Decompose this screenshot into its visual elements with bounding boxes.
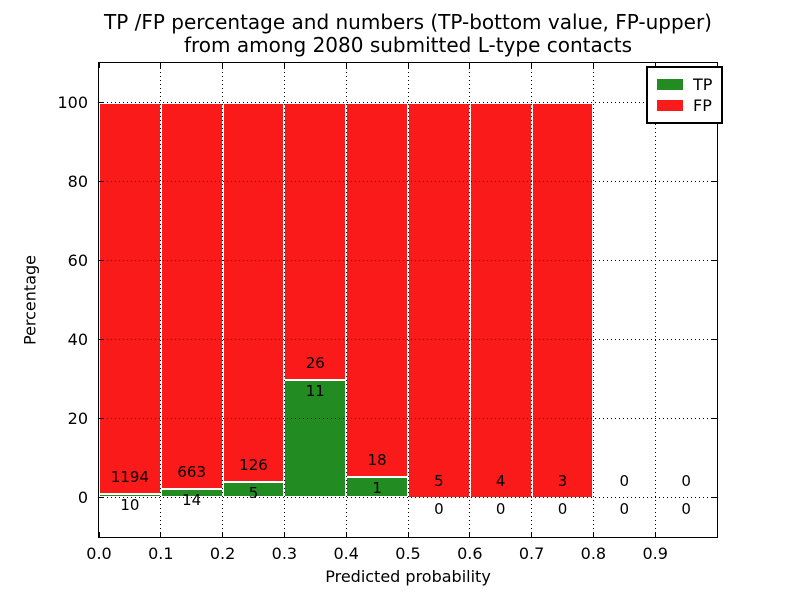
y-tick-mark bbox=[712, 497, 717, 498]
fp-bar-segment bbox=[469, 102, 532, 498]
x-tick-label: 0.9 bbox=[642, 544, 668, 563]
y-tick-mark bbox=[712, 181, 717, 182]
tp-count-label: 10 bbox=[120, 496, 140, 515]
x-tick-mark bbox=[160, 532, 162, 537]
y-tick-mark bbox=[712, 418, 717, 419]
x-tick-mark bbox=[469, 63, 471, 68]
y-tick-mark bbox=[99, 102, 104, 103]
x-tick-mark bbox=[654, 63, 656, 68]
x-tick-mark bbox=[283, 532, 285, 537]
fp-count-label: 4 bbox=[495, 471, 506, 490]
x-tick-label: 0.3 bbox=[271, 544, 298, 563]
y-tick-mark bbox=[712, 260, 717, 261]
x-tick-mark bbox=[592, 532, 594, 537]
y-tick-mark bbox=[712, 339, 717, 340]
y-tick-label: 60 bbox=[67, 250, 88, 270]
x-tick-mark bbox=[98, 532, 100, 537]
fp-count-label: 126 bbox=[239, 456, 268, 475]
fp-bar-segment bbox=[99, 102, 161, 495]
y-tick-label: 40 bbox=[67, 329, 88, 349]
y-tick-label: 80 bbox=[67, 171, 88, 191]
x-tick-mark bbox=[531, 63, 533, 68]
x-tick-mark bbox=[407, 532, 409, 537]
y-tick-mark bbox=[99, 418, 104, 419]
legend-item: TP bbox=[657, 76, 712, 93]
tp-count-label: 0 bbox=[495, 499, 506, 518]
tp-count-label: 0 bbox=[557, 499, 568, 518]
x-tick-mark bbox=[222, 532, 224, 537]
v-gridline bbox=[345, 63, 347, 537]
x-tick-label: 0.0 bbox=[86, 544, 112, 563]
legend-swatch-tp bbox=[657, 79, 683, 90]
fp-bar-segment bbox=[408, 102, 470, 498]
y-tick-label: 100 bbox=[57, 92, 88, 112]
y-tick-mark bbox=[99, 339, 104, 340]
v-gridline bbox=[654, 63, 656, 537]
y-tick-mark bbox=[99, 497, 104, 498]
fp-count-label: 0 bbox=[619, 471, 630, 490]
tp-count-label: 14 bbox=[182, 491, 202, 510]
x-tick-mark bbox=[345, 63, 347, 68]
x-tick-mark bbox=[283, 63, 285, 68]
y-tick-mark bbox=[99, 260, 104, 261]
chart-title-line1: TP /FP percentage and numbers (TP-bottom… bbox=[104, 10, 712, 34]
fp-count-label: 3 bbox=[557, 471, 568, 490]
tp-bar-segment bbox=[284, 380, 347, 498]
fp-count-label: 663 bbox=[177, 463, 207, 482]
x-tick-label: 0.2 bbox=[209, 544, 236, 563]
tp-count-label: 0 bbox=[681, 499, 691, 518]
x-tick-mark bbox=[160, 63, 162, 68]
fp-count-label: 26 bbox=[305, 354, 325, 373]
v-gridline bbox=[160, 63, 162, 537]
fp-bar-segment bbox=[222, 102, 285, 483]
x-tick-label: 0.6 bbox=[457, 544, 483, 563]
chart-title: TP /FP percentage and numbers (TP-bottom… bbox=[98, 11, 718, 57]
x-tick-label: 0.1 bbox=[148, 544, 174, 563]
y-tick-label: 0 bbox=[77, 487, 88, 507]
x-tick-mark bbox=[592, 63, 594, 68]
v-gridline bbox=[283, 63, 285, 537]
tp-count-label: 11 bbox=[305, 382, 325, 401]
x-tick-mark bbox=[345, 532, 347, 537]
x-tick-label: 0.8 bbox=[580, 544, 607, 563]
x-tick-mark bbox=[531, 532, 533, 537]
tp-count-label: 5 bbox=[248, 484, 259, 503]
chart-title-line2: from among 2080 submitted L-type contact… bbox=[183, 33, 633, 57]
y-tick-mark bbox=[99, 181, 104, 182]
tp-count-label: 0 bbox=[434, 499, 444, 518]
x-tick-mark bbox=[654, 532, 656, 537]
legend-swatch-fp bbox=[657, 100, 683, 111]
x-tick-mark bbox=[407, 63, 409, 68]
x-tick-label: 0.4 bbox=[333, 544, 359, 563]
v-gridline bbox=[407, 63, 409, 537]
tp-count-label: 1 bbox=[372, 478, 382, 497]
tp-count-label: 0 bbox=[619, 499, 630, 518]
x-tick-label: 0.5 bbox=[395, 544, 421, 563]
v-gridline bbox=[222, 63, 224, 537]
x-axis-label: Predicted probability bbox=[325, 567, 491, 586]
legend-item: FP bbox=[657, 97, 712, 114]
v-gridline bbox=[592, 63, 594, 537]
fp-count-label: 0 bbox=[681, 471, 691, 490]
x-tick-label: 0.7 bbox=[518, 544, 545, 563]
fp-count-label: 18 bbox=[367, 450, 387, 469]
x-tick-mark bbox=[98, 63, 100, 68]
legend: TP FP bbox=[646, 66, 724, 124]
fp-bar-segment bbox=[346, 102, 408, 477]
fp-count-label: 5 bbox=[434, 471, 444, 490]
v-gridline bbox=[531, 63, 533, 537]
fp-bar-segment bbox=[531, 102, 594, 498]
legend-item-label: FP bbox=[693, 96, 712, 115]
x-tick-mark bbox=[222, 63, 224, 68]
plot-area: 1194 10 663 14 126 5 26 11 18 1 5 0 4 0 3 0 0 0 0 0 bbox=[98, 62, 718, 538]
legend-item-label: TP bbox=[693, 75, 713, 94]
x-tick-mark bbox=[469, 532, 471, 537]
fp-bar-segment bbox=[160, 102, 223, 490]
fp-count-label: 1194 bbox=[110, 468, 149, 487]
v-gridline bbox=[469, 63, 471, 537]
y-tick-label: 20 bbox=[67, 408, 88, 428]
